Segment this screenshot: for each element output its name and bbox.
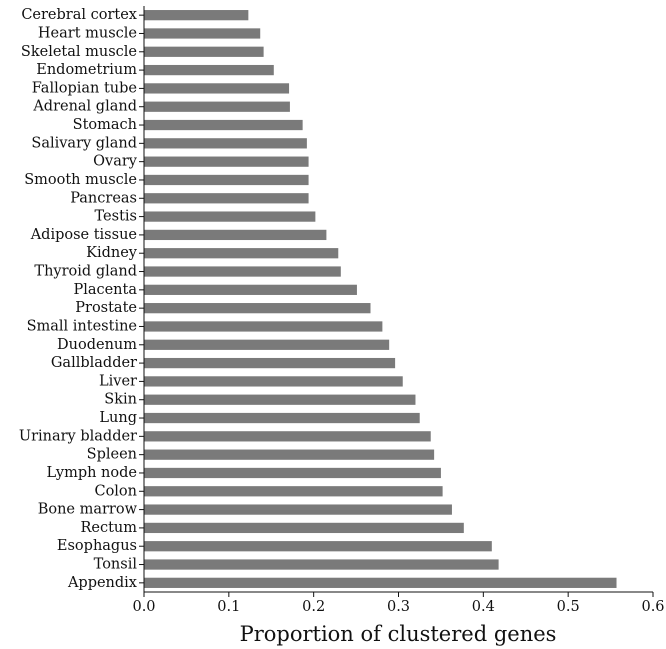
category-label: Colon	[94, 483, 137, 499]
x-tick-label: 0.0	[132, 599, 155, 615]
category-label: Fallopian tube	[32, 80, 137, 96]
bar	[144, 138, 307, 149]
category-label: Testis	[95, 209, 137, 225]
category-label: Urinary bladder	[19, 428, 137, 444]
category-label: Prostate	[75, 300, 137, 316]
category-label: Spleen	[87, 447, 137, 463]
bar	[144, 211, 316, 222]
bar	[144, 28, 261, 39]
bar	[144, 577, 617, 588]
bar	[144, 101, 290, 112]
bar	[144, 357, 396, 369]
bar	[144, 156, 309, 167]
category-label: Ovary	[93, 154, 138, 170]
category-label: Appendix	[67, 575, 137, 591]
category-label: Bone marrow	[38, 502, 138, 518]
category-label: Skeletal muscle	[21, 44, 137, 60]
category-label: Tonsil	[94, 557, 138, 573]
bar	[144, 10, 249, 21]
category-label: Skin	[104, 392, 137, 408]
category-label: Pancreas	[70, 190, 137, 206]
bar	[144, 64, 274, 76]
bar	[144, 486, 443, 497]
bar	[144, 46, 264, 57]
bar	[144, 248, 339, 259]
category-label: Smooth muscle	[24, 172, 137, 188]
bar	[144, 266, 341, 277]
x-tick-label: 0.5	[557, 599, 580, 615]
x-tick-label: 0.3	[387, 599, 410, 615]
bar	[144, 504, 452, 515]
category-label: Duodenum	[57, 337, 137, 353]
category-label: Kidney	[86, 245, 138, 261]
category-label: Endometrium	[36, 62, 137, 78]
bar	[144, 339, 390, 350]
x-ticks-group: 0.0 0.1 0.2 0.3 0.4 0.5 0.6	[132, 592, 665, 615]
bar	[144, 321, 383, 332]
x-tick-label: 0.6	[641, 599, 664, 615]
bar	[144, 174, 309, 186]
category-label: Liver	[99, 373, 137, 389]
bar	[144, 193, 309, 204]
category-label: Small intestine	[27, 318, 137, 334]
category-label: Adipose tissue	[30, 227, 137, 243]
bar	[144, 83, 290, 94]
category-label: Rectum	[80, 520, 137, 536]
category-label: Lung	[99, 410, 137, 426]
category-label: Heart muscle	[38, 25, 137, 41]
bar	[144, 412, 420, 424]
bar	[144, 559, 499, 570]
bar	[144, 229, 327, 241]
bar	[144, 431, 431, 442]
x-tick-label: 0.4	[472, 599, 495, 615]
category-labels-group: Cerebral cortex Heart muscle Skeletal musc…	[19, 7, 144, 591]
category-label: Placenta	[73, 282, 137, 298]
bar	[144, 541, 492, 552]
category-label: Thyroid gland	[34, 264, 137, 280]
bar	[144, 376, 403, 387]
bar	[144, 119, 303, 131]
x-axis-title: Proportion of clustered genes	[240, 622, 557, 646]
bar	[144, 394, 416, 405]
category-label: Adrenal gland	[32, 99, 137, 115]
bars-group	[144, 10, 617, 588]
bar	[144, 303, 371, 314]
bar	[144, 522, 464, 534]
bar	[144, 284, 357, 295]
category-label: Cerebral cortex	[21, 7, 137, 23]
category-label: Gallbladder	[51, 355, 137, 371]
x-tick-label: 0.1	[217, 599, 240, 615]
category-label: Lymph node	[47, 465, 137, 481]
category-label: Esophagus	[57, 538, 137, 554]
x-tick-label: 0.2	[302, 599, 325, 615]
category-label: Salivary gland	[31, 135, 137, 151]
bar	[144, 449, 435, 460]
bar	[144, 467, 441, 479]
category-label: Stomach	[73, 117, 137, 133]
